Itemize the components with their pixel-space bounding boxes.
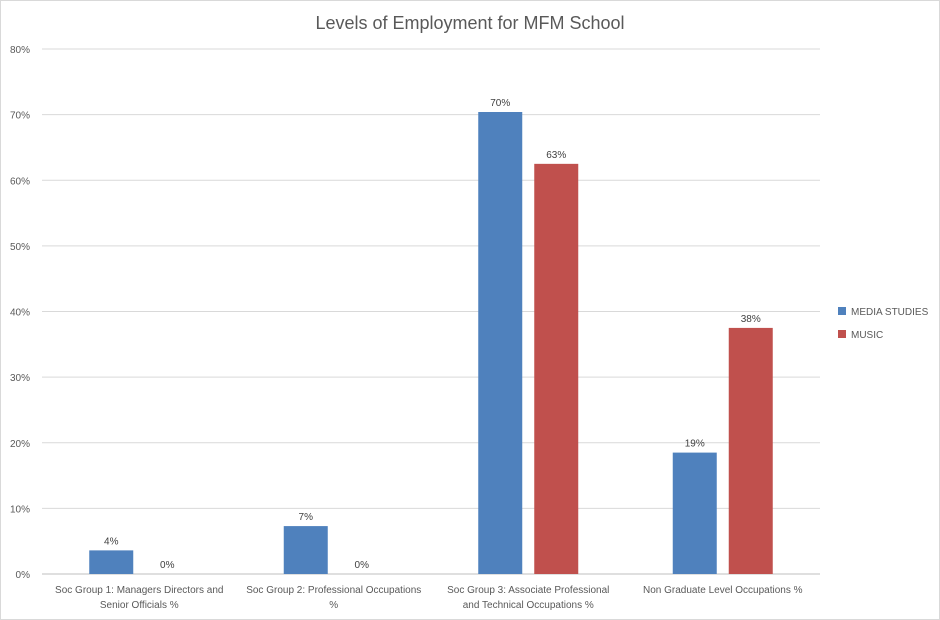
legend: MEDIA STUDIES MUSIC <box>838 307 929 341</box>
x-category-label: Soc Group 2: Professional Occupations <box>246 585 421 596</box>
y-tick-label: 60% <box>10 176 30 187</box>
y-tick-label: 30% <box>10 373 30 384</box>
y-axis: 0% 10% 20% 30% 40% 50% 60% 70% 80% <box>10 45 30 581</box>
x-category-label: Soc Group 1: Managers Directors and <box>55 585 223 596</box>
bar-media-studies <box>283 526 328 574</box>
y-tick-label: 80% <box>10 45 30 56</box>
data-label: 0% <box>160 560 175 571</box>
data-label: 70% <box>490 98 510 109</box>
bar-media-studies <box>89 550 134 574</box>
y-tick-label: 40% <box>10 308 30 319</box>
y-tick-label: 0% <box>16 570 31 581</box>
legend-label: MEDIA STUDIES <box>851 307 929 318</box>
data-label: 63% <box>546 150 566 161</box>
y-tick-label: 20% <box>10 439 30 450</box>
x-category-label: Non Graduate Level Occupations % <box>643 585 803 596</box>
x-category-label: Soc Group 3: Associate Professional <box>447 585 609 596</box>
data-label: 38% <box>741 314 761 325</box>
bar-media-studies <box>672 452 717 574</box>
y-tick-label: 10% <box>10 504 30 515</box>
x-category-label: Senior Officials % <box>100 600 179 611</box>
chart-title: Levels of Employment for MFM School <box>315 13 624 33</box>
bar-media-studies <box>478 112 523 574</box>
data-label: 4% <box>104 536 119 547</box>
legend-swatch <box>838 330 846 338</box>
legend-swatch <box>838 307 846 315</box>
data-label: 19% <box>685 439 705 450</box>
data-labels: 4% 0% 7% 0% 70% 63% 19% 38% <box>104 98 761 571</box>
bar-series <box>89 112 773 574</box>
bar-music <box>728 327 773 574</box>
x-category-label: and Technical Occupations % <box>463 600 594 611</box>
bar-music <box>534 163 579 574</box>
x-axis: Soc Group 1: Managers Directors and Senio… <box>55 585 803 611</box>
y-tick-label: 50% <box>10 242 30 253</box>
x-category-label: % <box>329 600 338 611</box>
y-tick-label: 70% <box>10 111 30 122</box>
data-label: 7% <box>299 512 314 523</box>
legend-label: MUSIC <box>851 330 883 341</box>
data-label: 0% <box>355 560 370 571</box>
